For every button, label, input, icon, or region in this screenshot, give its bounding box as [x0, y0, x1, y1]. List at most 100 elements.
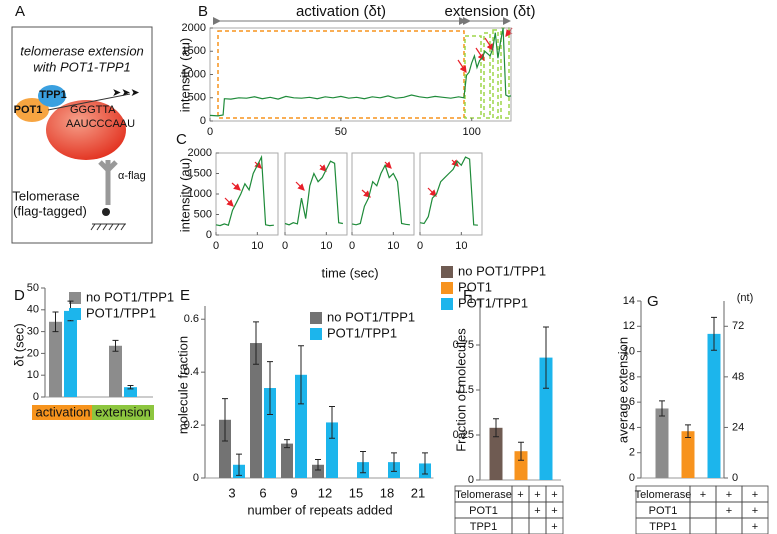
table-text: +: [752, 521, 758, 533]
table-text: +: [752, 505, 758, 517]
rna-label: AAUCCCAAU: [66, 118, 135, 130]
x-tick-label: 0: [417, 240, 423, 252]
plot-frame: [419, 152, 483, 236]
x-tick-label: 18: [380, 485, 394, 500]
legend-label: POT1: [458, 279, 492, 294]
error-bar: [315, 458, 321, 471]
table-text: POT1: [649, 505, 678, 517]
dna-strand: [47, 93, 131, 111]
y-tick-label: 2000: [188, 147, 212, 159]
x-tick-label: 3: [228, 485, 235, 500]
legend-label: no POT1/TPP1: [458, 263, 546, 278]
y2-tick-label: 72: [732, 320, 744, 332]
event-arrow: [451, 159, 459, 167]
x-tick-label: 10: [251, 240, 263, 252]
legend-label: no POT1/TPP1: [327, 309, 415, 324]
x-tick-label: 21: [411, 485, 425, 500]
error-bar: [659, 400, 665, 417]
y-tick-label: 30: [27, 326, 39, 338]
error-bar: [391, 452, 397, 472]
diagram-title: with POT1-TPP1: [33, 59, 131, 74]
bar: [312, 464, 324, 478]
error-bar: [360, 451, 366, 474]
error-bar: [685, 424, 691, 439]
x-tick-label: 10: [455, 240, 467, 252]
enzyme-label: Telomerase: [12, 188, 79, 203]
trace: [419, 156, 478, 226]
plot-frame: [351, 152, 415, 236]
y-tick-label: 6: [629, 396, 635, 408]
y-tick-label: 1: [468, 294, 474, 306]
y-tick-label: 10: [27, 369, 39, 381]
x-tick-label: 10: [320, 240, 332, 252]
table-text: +: [726, 489, 732, 501]
y-tick-label: 14: [623, 295, 635, 307]
table-text: TPP1: [470, 521, 498, 533]
y-tick-label: 1500: [182, 45, 206, 57]
event-arrow: [231, 182, 241, 191]
y2-tick-label: 48: [732, 371, 744, 383]
y-axis-label: molecule fraction: [175, 336, 190, 434]
y2-axis-label: (nt): [737, 292, 754, 304]
x-tick-label: 50: [335, 126, 347, 138]
bar: [264, 388, 276, 478]
x-tick-label: extension: [95, 404, 151, 419]
y-axis-label: Fraction of molecules: [453, 328, 468, 452]
table-cell: [545, 517, 564, 534]
panel-label: F: [463, 287, 472, 304]
y2-tick-label: 0: [732, 472, 738, 484]
legend-swatch: [310, 312, 322, 324]
bar: [681, 431, 695, 478]
event-arrow: [457, 59, 467, 73]
extension-box: [464, 35, 482, 119]
y-tick-label: 0.2: [184, 419, 199, 431]
trace: [284, 160, 344, 226]
y-axis-label: intensity (au): [177, 38, 192, 112]
y-tick-label: 1000: [182, 68, 206, 80]
y-tick-label: 50: [27, 282, 39, 294]
y-tick-label: 0: [468, 474, 474, 486]
bar: [655, 408, 669, 478]
y2-tick-label: 24: [732, 421, 744, 433]
y-tick-label: 0: [33, 391, 39, 403]
y-tick-label: 8: [629, 371, 635, 383]
table-text: +: [551, 521, 557, 533]
diagram-title: telomerase extension: [20, 43, 144, 58]
y-axis-label: δt (sec): [11, 323, 26, 366]
table-text: +: [517, 489, 523, 501]
y-tick-label: 20: [27, 347, 39, 359]
x-tick-label: 0: [213, 240, 219, 252]
surface: [90, 223, 126, 231]
error-bar: [222, 398, 228, 442]
error-bar: [267, 361, 273, 415]
table-text: TPP1: [649, 521, 677, 533]
table-text: +: [726, 505, 732, 517]
y-tick-label: 0.4: [184, 366, 199, 378]
dna-label: GGGTTA: [70, 104, 116, 116]
x-tick-label: 10: [387, 240, 399, 252]
x-tick-label: 100: [463, 126, 481, 138]
pot1-shape: [15, 98, 49, 122]
bar: [281, 443, 293, 478]
event-arrow: [484, 37, 494, 51]
bar: [64, 310, 77, 397]
y-tick-label: 0: [206, 229, 212, 241]
y-tick-label: 1000: [188, 188, 212, 200]
table-text: +: [551, 505, 557, 517]
y-tick-label: 0: [193, 472, 199, 484]
legend-swatch: [441, 298, 453, 310]
panel-label: E: [180, 287, 190, 304]
bar: [295, 374, 307, 478]
trace: [351, 163, 410, 226]
x-tick-label: 12: [318, 485, 332, 500]
table-text: Telomerase: [635, 489, 692, 501]
extension-box: [483, 32, 491, 119]
anchor: [102, 208, 110, 216]
bar: [124, 387, 137, 397]
legend-swatch: [441, 266, 453, 278]
y-tick-label: 500: [188, 92, 206, 104]
y-tick-label: 12: [623, 320, 635, 332]
bar: [514, 451, 528, 480]
x-tick-label: 0: [349, 240, 355, 252]
